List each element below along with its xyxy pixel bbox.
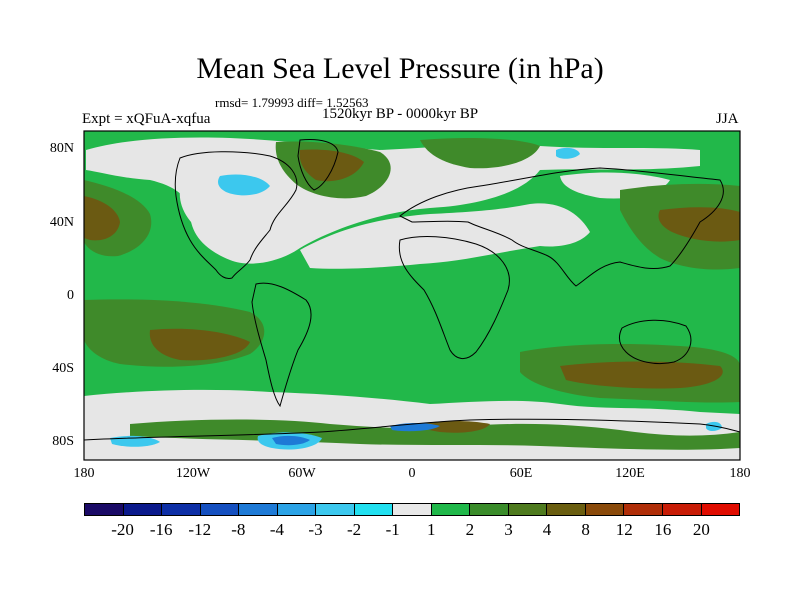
colorbar-swatch [277, 504, 317, 515]
lon-label-180-left: 180 [73, 466, 95, 481]
colorbar-label: -12 [188, 520, 212, 539]
colorbar-swatch [470, 504, 509, 515]
colorbar-swatch [662, 504, 702, 515]
lon-label-120w: 120W [175, 466, 211, 481]
lat-label-80s: 80S [52, 434, 74, 449]
map-frame [83, 130, 741, 461]
colorbar-swatch [431, 504, 471, 515]
colorbar-label: 8 [581, 520, 590, 539]
colorbar-label: -20 [111, 520, 134, 539]
lon-label-60w: 60W [288, 466, 316, 481]
colorbar-label: 20 [692, 520, 710, 539]
lon-label-0: 0 [408, 466, 416, 481]
period-label: 1520kyr BP - 0000kyr BP [322, 106, 479, 122]
colorbar-label: 2 [465, 520, 475, 539]
lon-label-180-right: 180 [729, 466, 751, 481]
lon-label-120e: 120E [615, 466, 645, 481]
colorbar-swatch [354, 504, 394, 515]
colorbar-label: -1 [385, 520, 400, 539]
colorbar-label: 12 [615, 520, 633, 539]
colorbar-label: 1 [427, 520, 436, 539]
positive-high-regions [84, 149, 740, 433]
colorbar-label: -16 [149, 520, 173, 539]
lat-label-40n: 40N [49, 215, 74, 230]
colorbar-label: -2 [347, 520, 362, 539]
colorbar-swatch [547, 504, 586, 515]
colorbar-swatch [624, 504, 663, 515]
colorbar-swatch [239, 504, 278, 515]
lon-label-60e: 60E [509, 466, 533, 481]
colorbar-swatch [85, 504, 124, 515]
colorbar [84, 503, 740, 516]
colorbar-swatch [508, 504, 548, 515]
colorbar-label: 3 [504, 520, 513, 539]
colorbar-swatch [585, 504, 625, 515]
colorbar-label: 16 [654, 520, 672, 539]
colorbar-swatch [701, 504, 740, 515]
colorbar-label: -3 [308, 520, 323, 539]
colorbar-label: 4 [542, 520, 552, 539]
colorbar-swatch [123, 504, 163, 515]
lat-label-80n: 80N [49, 141, 74, 156]
rmsd-diff-stats: rmsd= 1.79993 diff= 1.52563 [215, 95, 369, 110]
colorbar-swatch [316, 504, 355, 515]
colorbar-label: -8 [231, 520, 246, 539]
colorbar-swatch [162, 504, 201, 515]
lat-label-40s: 40S [52, 361, 74, 376]
colorbar-swatch [393, 504, 432, 515]
colorbar-label: -4 [269, 520, 285, 539]
colorbar-swatch [200, 504, 240, 515]
season-label: JJA [716, 111, 739, 127]
coastlines [84, 139, 740, 441]
experiment-label: Expt = xQFuA-xqfua [82, 111, 211, 127]
lat-label-0: 0 [67, 288, 74, 303]
map-title: Mean Sea Level Pressure (in hPa) [196, 52, 604, 85]
